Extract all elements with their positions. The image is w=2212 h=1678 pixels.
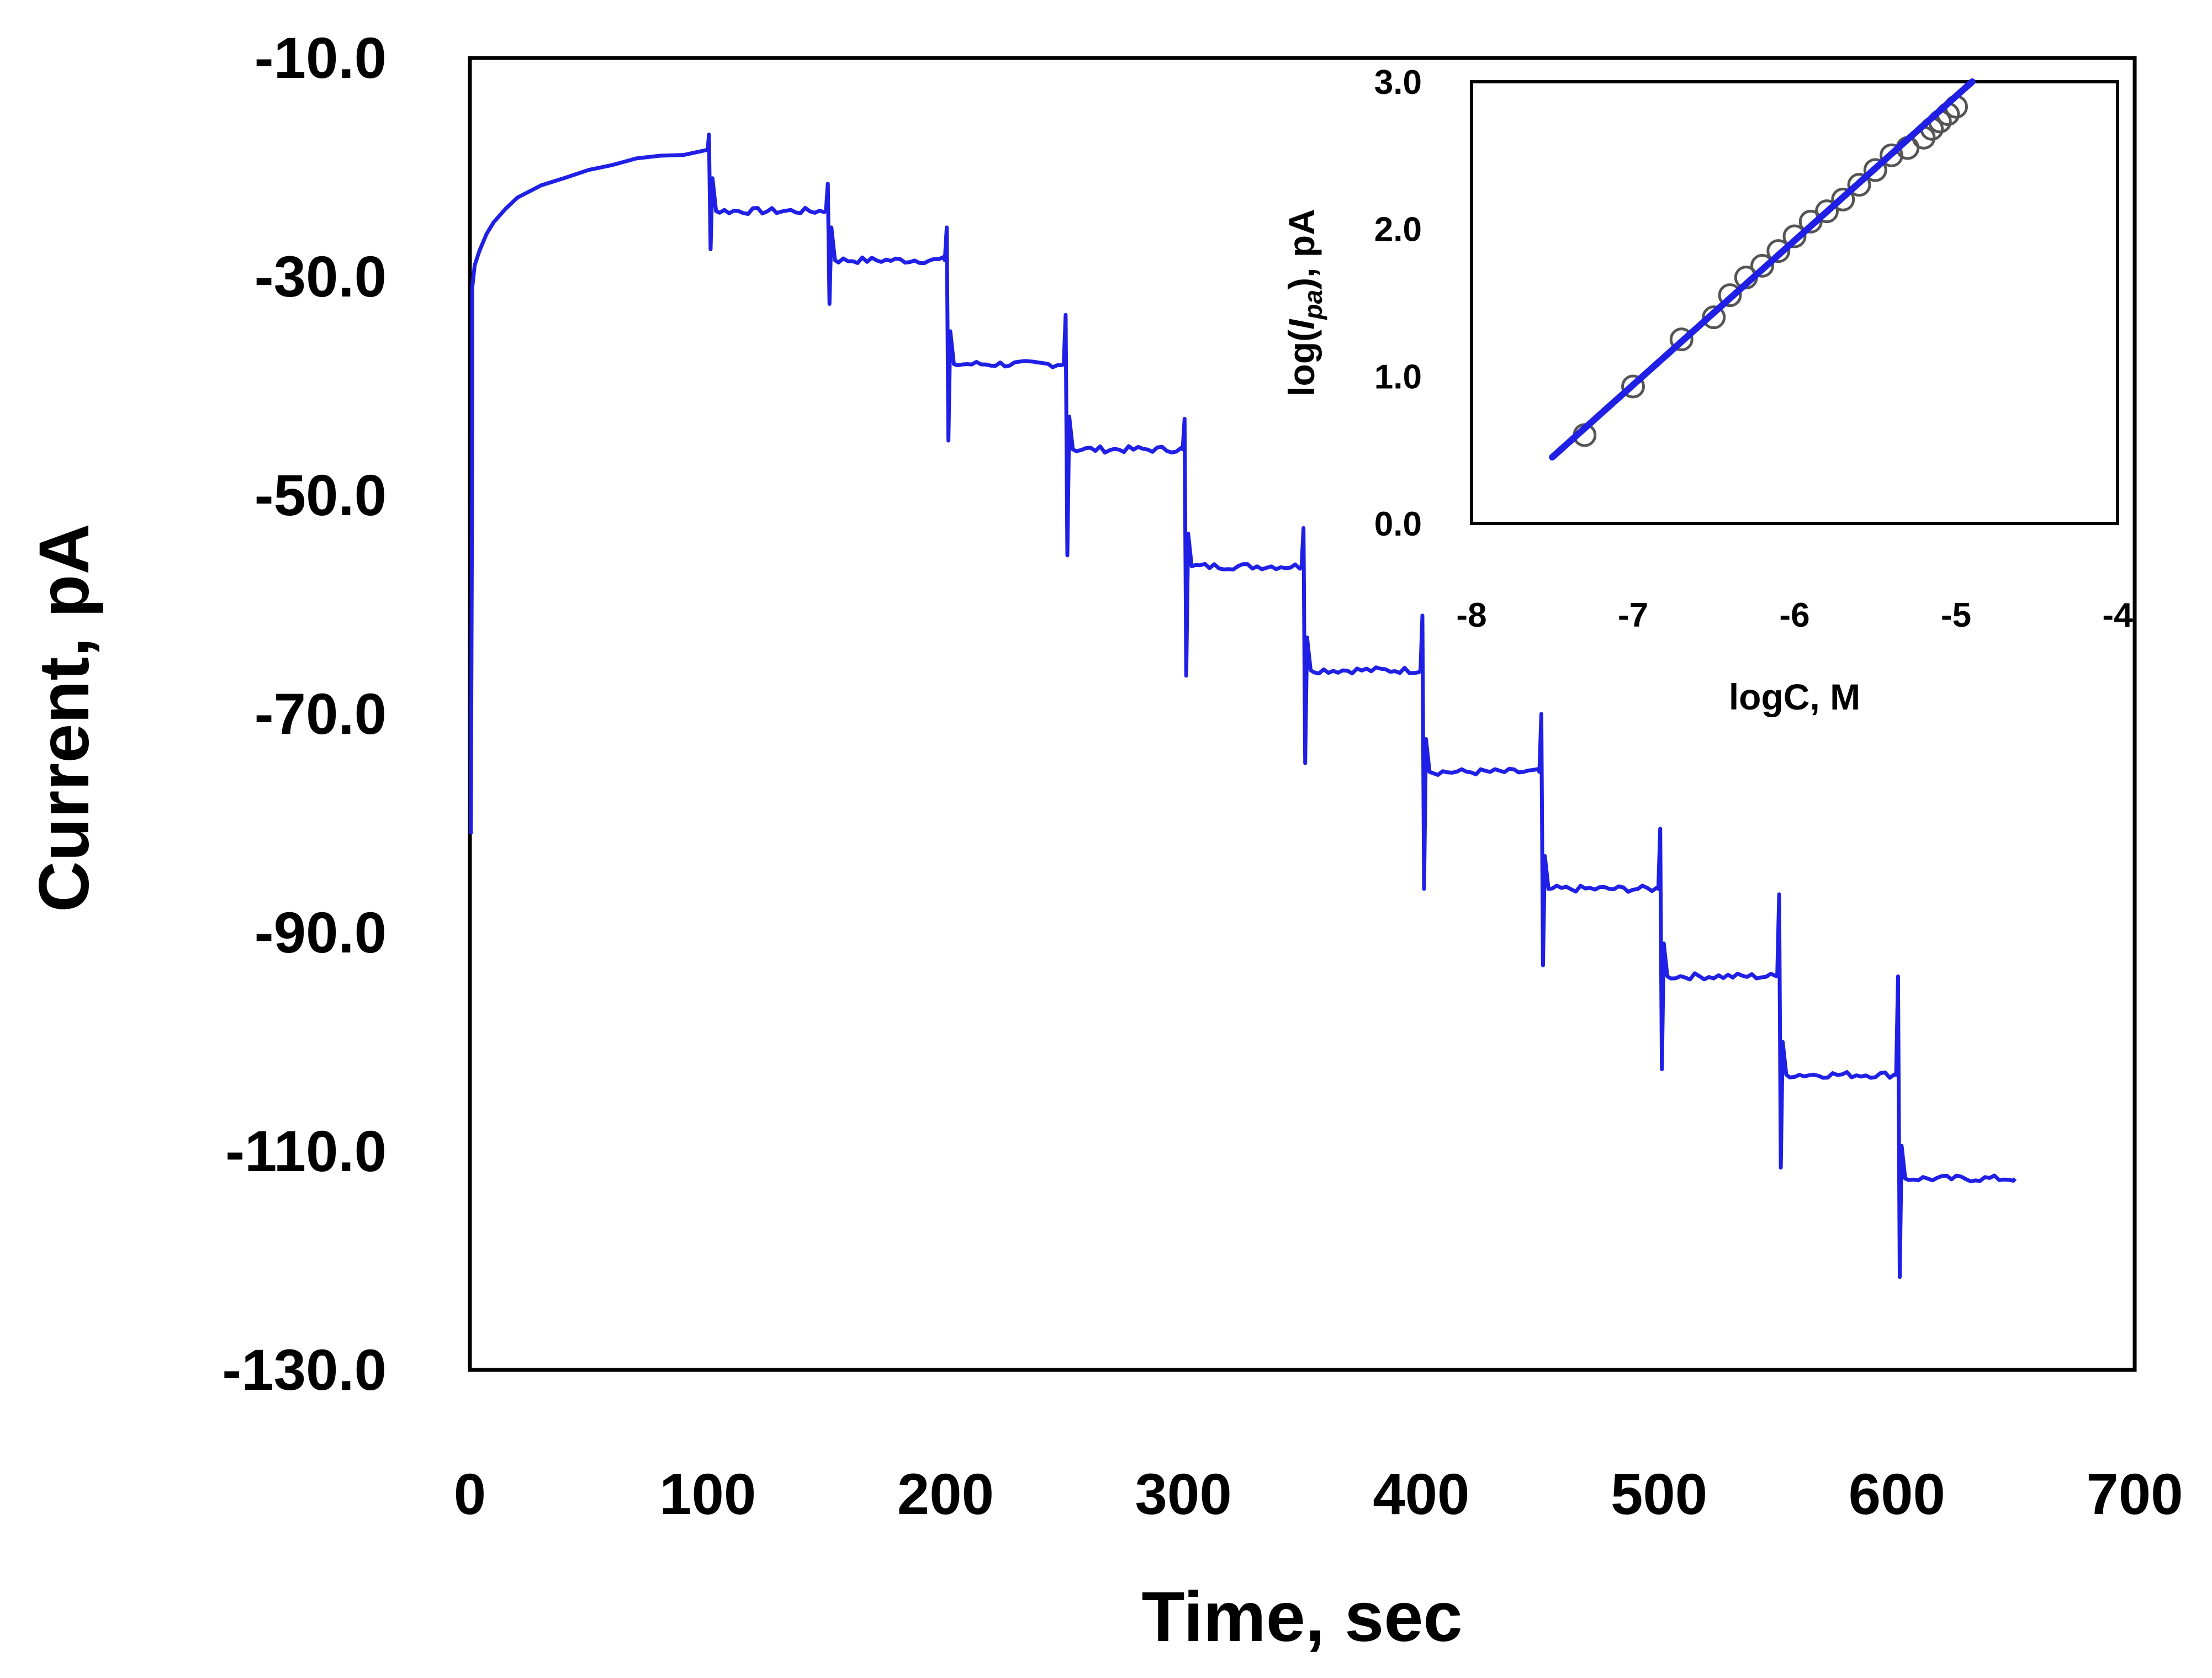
- main-y-tick-label: -50.0: [255, 463, 387, 528]
- inset-y-title-subscript: pa: [1299, 290, 1327, 321]
- inset-data-point: [1831, 187, 1855, 211]
- main-y-tick-label: -70.0: [255, 682, 387, 747]
- inset-data-point: [1815, 199, 1839, 224]
- inset-x-tick-label: -4: [2102, 596, 2133, 634]
- main-chart: 0 100 200 300 400 500 600 700 -10.0-30.0-50.0-7…: [25, 26, 2183, 1656]
- main-y-tick-label: -110.0: [225, 1119, 387, 1184]
- inset-data-point: [1766, 239, 1791, 263]
- inset-data-point: [1718, 283, 1742, 308]
- inset-data-point: [1847, 173, 1871, 197]
- inset-y-tick-label: 3.0: [1374, 63, 1422, 102]
- main-x-tick-labels: 0 100 200 300 400 500 600 700: [454, 1462, 2183, 1527]
- inset-y-title-suffix: ), pA: [1281, 209, 1322, 290]
- main-y-tick-label: -10.0: [255, 26, 387, 91]
- inset-y-tick-labels: 0.0 1.0 2.0 3.0: [1374, 63, 1422, 543]
- inset-y-tick-label: 0.0: [1374, 505, 1422, 543]
- inset-fit-line-segment: [1549, 78, 1976, 460]
- main-y-tick-label: -30.0: [255, 245, 387, 309]
- main-current-trace: [469, 133, 2017, 1279]
- inset-x-tick-label: -6: [1779, 596, 1809, 634]
- inset-background: [1472, 82, 2118, 523]
- inset-plot-frame: [1470, 80, 2119, 525]
- inset-y-title-symbol: I: [1281, 319, 1322, 330]
- inset-x-axis-title: logC, M: [1729, 676, 1860, 717]
- inset-data-point: [1669, 327, 1694, 352]
- inset-y-tick-label: 1.0: [1374, 358, 1422, 396]
- inset-fit-line: [1549, 78, 1976, 460]
- main-x-axis-title: Time, sec: [1141, 1578, 1462, 1656]
- main-x-tick-label: 200: [897, 1462, 994, 1527]
- main-x-tick-label: 300: [1135, 1462, 1232, 1527]
- main-x-tick-label: 700: [2086, 1462, 2183, 1527]
- inset-data-point: [1621, 374, 1645, 399]
- inset-y-axis-title: log(Ipa), pA: [1281, 209, 1327, 396]
- main-y-tick-label: -130.0: [222, 1338, 387, 1402]
- main-x-tick-label: 100: [659, 1462, 756, 1527]
- inset-data-point: [1863, 158, 1887, 182]
- inset-data-point: [1782, 224, 1807, 248]
- inset-x-tick-label: -8: [1456, 596, 1486, 634]
- inset-y-tick-label: 2.0: [1374, 211, 1422, 249]
- main-x-tick-label: 400: [1373, 1462, 1469, 1527]
- main-y-axis-title: Current, pA: [25, 523, 104, 912]
- main-x-tick-label: 500: [1611, 1462, 1707, 1527]
- inset-x-tick-label: -5: [1941, 596, 1971, 634]
- inset-x-tick-label: -7: [1618, 596, 1648, 634]
- inset-x-tick-labels: -8 -7 -6 -5 -4: [1456, 596, 2133, 634]
- inset-y-title-prefix: log(: [1281, 330, 1322, 396]
- inset-chart: -8 -7 -6 -5 -4 0.0 1.0 2.0 3.0 logC, M log(Ipa)…: [1281, 63, 2133, 717]
- main-x-tick-label: 600: [1849, 1462, 1945, 1527]
- main-x-tick-label: 0: [454, 1462, 486, 1527]
- main-y-tick-label: -90.0: [255, 901, 387, 965]
- main-y-tick-labels: -10.0 -30.0 -50.0 -70.0 -90.0 -110.0 -130.0: [222, 26, 387, 1402]
- inset-data-point: [1750, 253, 1774, 278]
- inset-data-point: [1702, 305, 1726, 330]
- series-line-current: [469, 133, 2017, 1279]
